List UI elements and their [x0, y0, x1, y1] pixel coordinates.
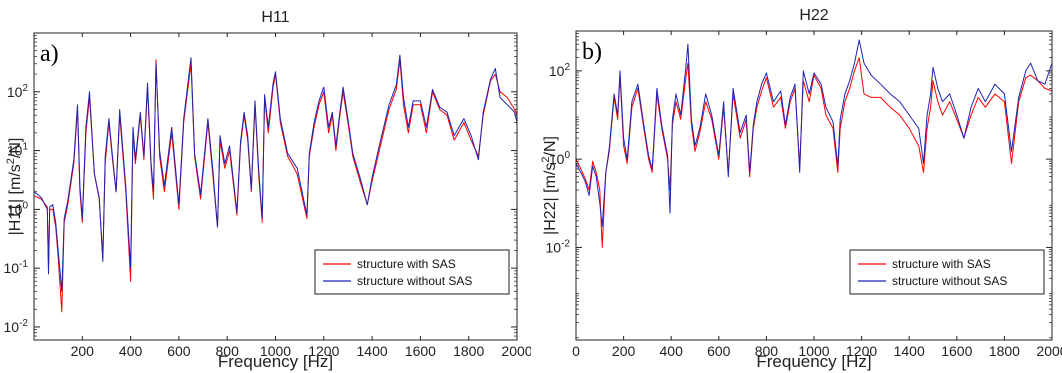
x-tick-label: 2000 — [1036, 343, 1062, 359]
legend-entry: structure without SAS — [357, 274, 472, 288]
chart-h11: 200 400 600 800 1000 1200 1400 1600 1800 200010-2… — [4, 9, 531, 371]
legend: structure with SAS structure without SAS — [849, 249, 1045, 295]
y-tick-exponent: 2 — [564, 62, 570, 73]
x-tick-label: 600 — [167, 343, 191, 359]
legend-box — [314, 249, 510, 295]
y-tick-exponent: -1 — [19, 259, 28, 270]
y-tick-exponent: 1 — [22, 142, 28, 153]
legend: structure with SAS structure without SAS — [314, 249, 510, 295]
x-axis-label: Frequency [Hz] — [756, 352, 871, 371]
x-tick-label: 800 — [755, 343, 779, 359]
x-tick-label: 800 — [216, 343, 240, 359]
chart-title: H22 — [799, 7, 828, 24]
x-tick-label: 1600 — [941, 343, 972, 359]
x-tick-label: 400 — [660, 343, 684, 359]
y-tick-label: 101 — [7, 142, 29, 159]
x-tick-label: 1400 — [894, 343, 925, 359]
x-tick-label: 200 — [612, 343, 636, 359]
series-line-without-sas — [33, 54, 518, 293]
x-tick-label: 200 — [71, 343, 95, 359]
y-tick-label: 100 — [549, 150, 571, 167]
legend-entry: structure with SAS — [357, 257, 456, 271]
chart-panel-h22: 020040060080010001200140016001800200010-… — [531, 0, 1062, 373]
x-tick-label: 1200 — [308, 343, 339, 359]
y-axis-label: |H11| [m/s2/N] — [5, 138, 24, 236]
x-tick-label: 400 — [119, 343, 143, 359]
y-tick-exponent: -2 — [561, 238, 570, 249]
x-tick-label: 1600 — [405, 343, 436, 359]
y-tick-label: 100 — [7, 200, 29, 217]
x-tick-label: 0 — [572, 343, 580, 359]
series-line-without-sas — [575, 39, 1053, 227]
chart-h22: 020040060080010001200140016001800200010-… — [540, 7, 1062, 371]
y-tick-exponent: -2 — [19, 318, 28, 329]
x-tick-label: 600 — [707, 343, 731, 359]
y-tick-label: 10-2 — [4, 318, 29, 335]
x-tick-label: 1200 — [846, 343, 877, 359]
legend-box — [849, 249, 1045, 295]
y-tick-label: 102 — [7, 83, 29, 100]
legend-entry: structure without SAS — [892, 274, 1007, 288]
x-axis-label: Frequency [Hz] — [218, 352, 333, 371]
y-tick-exponent: 0 — [564, 150, 570, 161]
y-axis-label: |H22| [m/s2/N] — [540, 136, 559, 235]
x-tick-label: 1000 — [260, 343, 291, 359]
x-tick-label: 2000 — [501, 343, 531, 359]
y-tick-label: 102 — [549, 62, 571, 79]
legend-entry: structure with SAS — [892, 257, 991, 271]
chart-title: H11 — [261, 9, 289, 26]
x-tick-label: 1000 — [798, 343, 829, 359]
x-tick-label: 1800 — [453, 343, 484, 359]
y-tick-label: 10-2 — [546, 238, 571, 255]
x-tick-label: 1800 — [989, 343, 1020, 359]
y-tick-label: 10-1 — [4, 259, 29, 276]
y-tick-exponent: 0 — [22, 200, 28, 211]
chart-panel-h11: 200 400 600 800 1000 1200 1400 1600 1800 2000 10-2… — [4, 9, 531, 371]
panel-letter: a) — [40, 41, 59, 67]
y-tick-exponent: 2 — [22, 83, 28, 94]
x-tick-label: 1400 — [357, 343, 388, 359]
panel-letter: b) — [582, 39, 602, 65]
